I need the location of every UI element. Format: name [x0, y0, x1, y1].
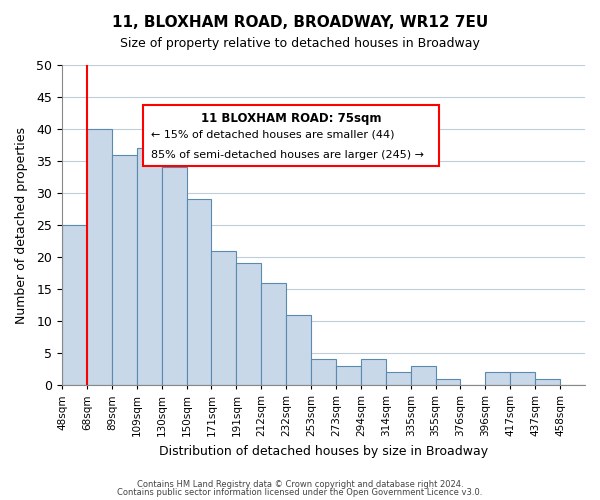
Bar: [261, 282, 286, 385]
Bar: [436, 378, 460, 385]
Text: 11 BLOXHAM ROAD: 75sqm: 11 BLOXHAM ROAD: 75sqm: [200, 112, 381, 125]
Text: Contains HM Land Registry data © Crown copyright and database right 2024.: Contains HM Land Registry data © Crown c…: [137, 480, 463, 489]
Text: Contains public sector information licensed under the Open Government Licence v3: Contains public sector information licen…: [118, 488, 482, 497]
Bar: [361, 360, 386, 385]
Bar: [535, 378, 560, 385]
FancyBboxPatch shape: [143, 105, 439, 166]
Bar: [410, 366, 436, 385]
Bar: [87, 129, 112, 385]
Text: 85% of semi-detached houses are larger (245) →: 85% of semi-detached houses are larger (…: [151, 150, 424, 160]
Bar: [236, 264, 261, 385]
Bar: [112, 154, 137, 385]
X-axis label: Distribution of detached houses by size in Broadway: Distribution of detached houses by size …: [159, 444, 488, 458]
Bar: [62, 225, 87, 385]
Text: Size of property relative to detached houses in Broadway: Size of property relative to detached ho…: [120, 38, 480, 51]
Bar: [137, 148, 161, 385]
Bar: [386, 372, 410, 385]
Bar: [336, 366, 361, 385]
Bar: [187, 200, 211, 385]
Bar: [311, 360, 336, 385]
Bar: [485, 372, 510, 385]
Text: 11, BLOXHAM ROAD, BROADWAY, WR12 7EU: 11, BLOXHAM ROAD, BROADWAY, WR12 7EU: [112, 15, 488, 30]
Bar: [510, 372, 535, 385]
Bar: [286, 314, 311, 385]
Bar: [161, 168, 187, 385]
Bar: [211, 250, 236, 385]
Text: ← 15% of detached houses are smaller (44): ← 15% of detached houses are smaller (44…: [151, 129, 394, 139]
Y-axis label: Number of detached properties: Number of detached properties: [15, 126, 28, 324]
